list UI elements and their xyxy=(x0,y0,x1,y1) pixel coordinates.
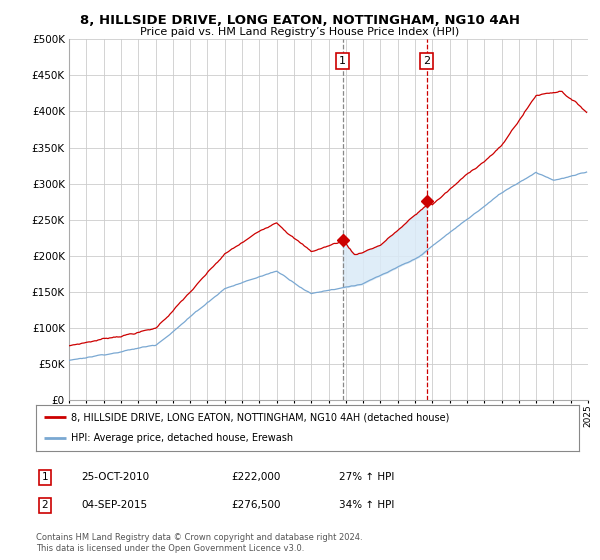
Text: Price paid vs. HM Land Registry’s House Price Index (HPI): Price paid vs. HM Land Registry’s House … xyxy=(140,27,460,37)
Text: Contains HM Land Registry data © Crown copyright and database right 2024.
This d: Contains HM Land Registry data © Crown c… xyxy=(36,533,362,553)
Text: 25-OCT-2010: 25-OCT-2010 xyxy=(81,472,149,482)
Text: 1: 1 xyxy=(41,472,49,482)
Text: 27% ↑ HPI: 27% ↑ HPI xyxy=(339,472,394,482)
Text: 8, HILLSIDE DRIVE, LONG EATON, NOTTINGHAM, NG10 4AH: 8, HILLSIDE DRIVE, LONG EATON, NOTTINGHA… xyxy=(80,14,520,27)
Text: 2: 2 xyxy=(423,56,430,66)
Text: £276,500: £276,500 xyxy=(231,500,281,510)
Text: 1: 1 xyxy=(339,56,346,66)
Text: 2: 2 xyxy=(41,500,49,510)
Text: HPI: Average price, detached house, Erewash: HPI: Average price, detached house, Erew… xyxy=(71,433,293,444)
Text: 04-SEP-2015: 04-SEP-2015 xyxy=(81,500,147,510)
Text: £222,000: £222,000 xyxy=(231,472,280,482)
Text: 8, HILLSIDE DRIVE, LONG EATON, NOTTINGHAM, NG10 4AH (detached house): 8, HILLSIDE DRIVE, LONG EATON, NOTTINGHA… xyxy=(71,412,449,422)
Text: 34% ↑ HPI: 34% ↑ HPI xyxy=(339,500,394,510)
